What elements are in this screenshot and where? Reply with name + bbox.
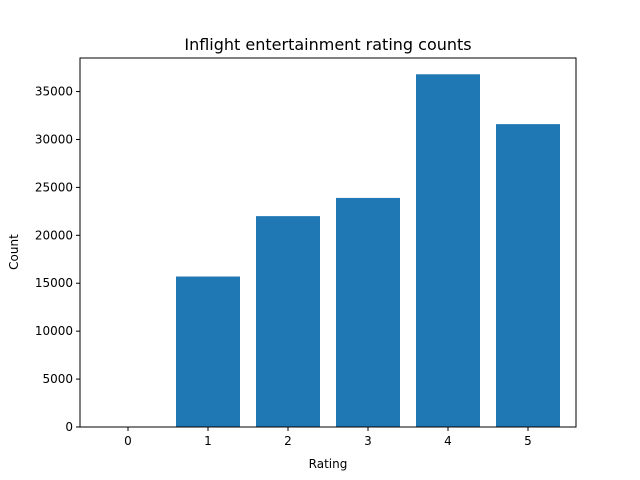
y-tick-label: 35000: [35, 85, 73, 99]
bar-rating-1: [176, 276, 240, 427]
x-axis-ticks: 0 1 2 3 4 5: [124, 427, 532, 448]
y-tick-label: 0: [65, 420, 73, 434]
x-tick-label: 3: [364, 434, 372, 448]
plot-frame: [79, 57, 577, 428]
bar-rating-5: [496, 124, 560, 427]
bars-group: [176, 74, 560, 427]
y-tick-label: 10000: [35, 324, 73, 338]
y-tick-label: 20000: [35, 228, 73, 242]
y-tick-label: 15000: [35, 276, 73, 290]
x-tick-label: 5: [524, 434, 532, 448]
y-tick-label: 5000: [42, 372, 73, 386]
x-tick-label: 2: [284, 434, 292, 448]
chart-title: Inflight entertainment rating counts: [184, 35, 471, 54]
y-axis-ticks: 0 5000 10000 15000 20000 25000 30000 35000: [35, 85, 80, 434]
bar-rating-3: [336, 197, 400, 427]
y-axis-label: Count: [7, 234, 21, 270]
bar-rating-2: [256, 216, 320, 427]
y-tick-label: 25000: [35, 180, 73, 194]
x-tick-label: 4: [444, 434, 452, 448]
x-tick-label: 1: [204, 434, 212, 448]
y-tick-label: 30000: [35, 132, 73, 146]
x-tick-label: 0: [124, 434, 132, 448]
bar-rating-4: [416, 74, 480, 427]
x-axis-label: Rating: [309, 457, 348, 471]
